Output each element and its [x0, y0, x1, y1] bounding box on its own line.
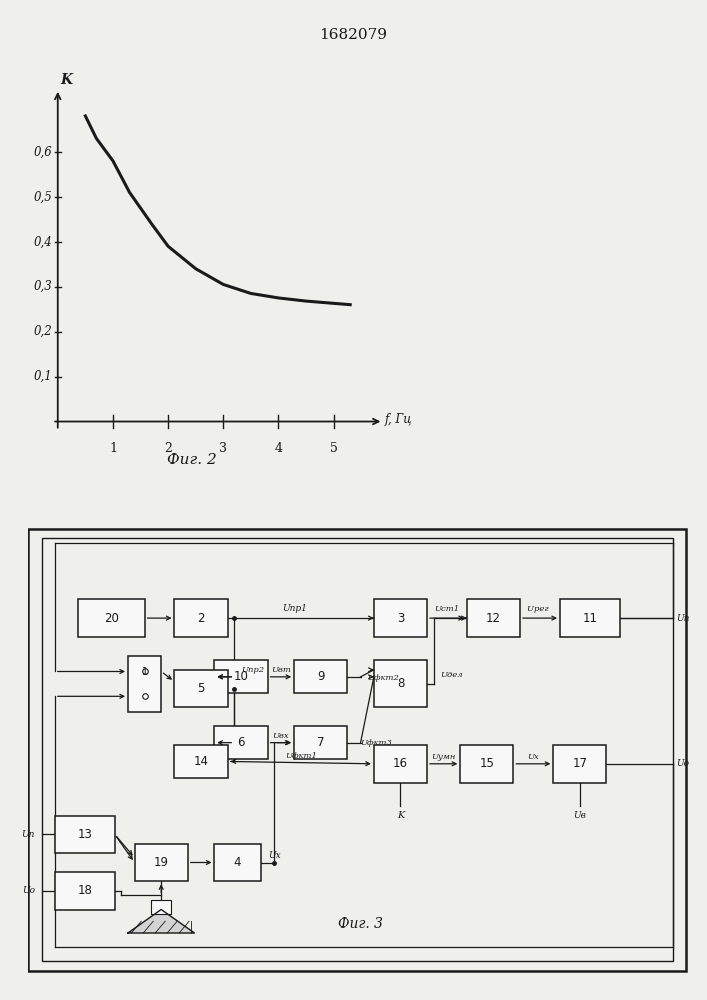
Text: 14: 14: [194, 755, 209, 768]
Text: Uпр2: Uпр2: [241, 666, 264, 674]
Text: 4: 4: [234, 856, 241, 869]
Text: 0,3: 0,3: [33, 280, 52, 293]
Text: 2: 2: [197, 612, 205, 625]
Text: 0,6: 0,6: [33, 145, 52, 158]
Text: Uвх: Uвх: [272, 732, 289, 740]
Text: f, Гц: f, Гц: [385, 413, 412, 426]
Text: Uх: Uх: [268, 851, 281, 860]
Text: 6: 6: [237, 736, 245, 749]
Bar: [214, 660, 267, 693]
Text: Uфкт3: Uфкт3: [361, 739, 392, 747]
Text: Фиг. 3: Фиг. 3: [338, 917, 383, 931]
Bar: [294, 726, 347, 759]
Text: Uх: Uх: [527, 753, 539, 761]
Bar: [214, 844, 261, 881]
Text: 0,2: 0,2: [33, 325, 52, 338]
Bar: [374, 660, 427, 707]
Text: 0,5: 0,5: [33, 190, 52, 203]
Text: Uумн: Uумн: [431, 753, 456, 761]
Bar: [175, 670, 228, 707]
Text: 12: 12: [486, 612, 501, 625]
Text: Uст1: Uст1: [434, 605, 460, 613]
Text: 19: 19: [153, 856, 169, 869]
Text: Uфкт1: Uфкт1: [285, 752, 317, 760]
Text: 0,4: 0,4: [33, 235, 52, 248]
Text: 5: 5: [197, 682, 205, 695]
Text: Uвт: Uвт: [271, 666, 291, 674]
Polygon shape: [128, 910, 194, 933]
Text: 8: 8: [397, 677, 404, 690]
Bar: [151, 900, 171, 914]
Text: Uпр1: Uпр1: [281, 604, 307, 613]
Text: Uфкт2: Uфкт2: [367, 674, 399, 682]
Bar: [128, 656, 161, 712]
Text: Uп: Uп: [21, 830, 35, 839]
Bar: [554, 745, 607, 783]
Bar: [175, 745, 228, 778]
Text: Uо: Uо: [22, 886, 35, 895]
Bar: [55, 872, 115, 910]
Text: 3: 3: [219, 442, 228, 455]
Text: Uдел: Uдел: [440, 671, 463, 679]
Bar: [374, 599, 427, 637]
Text: 18: 18: [77, 884, 92, 897]
Text: Uо: Uо: [676, 759, 689, 768]
Text: 9: 9: [317, 670, 325, 683]
Bar: [214, 726, 267, 759]
Bar: [55, 816, 115, 853]
Bar: [467, 599, 520, 637]
Bar: [294, 660, 347, 693]
Text: Uрег: Uрег: [527, 605, 554, 613]
Text: K: K: [61, 73, 73, 87]
Bar: [374, 745, 427, 783]
Text: K: K: [397, 811, 404, 820]
Text: 5: 5: [329, 442, 338, 455]
Bar: [560, 599, 620, 637]
Text: 15: 15: [479, 757, 494, 770]
Text: 16: 16: [393, 757, 408, 770]
Text: Фиг. 2: Фиг. 2: [167, 453, 217, 467]
Text: Uв: Uв: [573, 811, 586, 820]
Text: 1: 1: [141, 667, 148, 677]
Text: 4: 4: [274, 442, 283, 455]
Text: 1682079: 1682079: [320, 28, 387, 42]
Bar: [78, 599, 145, 637]
Text: 10: 10: [233, 670, 248, 683]
Text: 1: 1: [109, 442, 117, 455]
Text: Uп: Uп: [676, 614, 689, 623]
Text: 3: 3: [397, 612, 404, 625]
Text: 2: 2: [164, 442, 172, 455]
Text: 11: 11: [583, 612, 597, 625]
Text: 17: 17: [573, 757, 588, 770]
Text: 0,1: 0,1: [33, 370, 52, 383]
Bar: [175, 599, 228, 637]
Text: 7: 7: [317, 736, 325, 749]
Bar: [460, 745, 513, 783]
Text: 13: 13: [77, 828, 92, 841]
Text: 20: 20: [104, 612, 119, 625]
Bar: [134, 844, 188, 881]
